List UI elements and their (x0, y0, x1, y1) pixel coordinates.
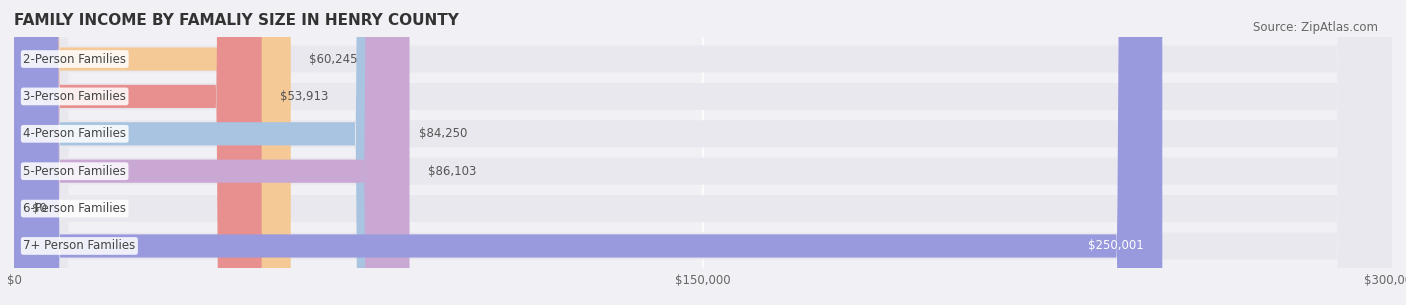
FancyBboxPatch shape (14, 0, 1392, 305)
FancyBboxPatch shape (14, 0, 1392, 305)
Text: $0: $0 (32, 202, 48, 215)
Text: 2-Person Families: 2-Person Families (24, 52, 127, 66)
Text: 4-Person Families: 4-Person Families (24, 127, 127, 140)
Text: $84,250: $84,250 (419, 127, 468, 140)
Text: $250,001: $250,001 (1088, 239, 1144, 253)
Text: Source: ZipAtlas.com: Source: ZipAtlas.com (1253, 21, 1378, 34)
FancyBboxPatch shape (14, 0, 1392, 305)
Text: $60,245: $60,245 (309, 52, 357, 66)
FancyBboxPatch shape (14, 0, 1392, 305)
Text: 6-Person Families: 6-Person Families (24, 202, 127, 215)
FancyBboxPatch shape (14, 0, 1163, 305)
FancyBboxPatch shape (14, 0, 262, 305)
FancyBboxPatch shape (14, 0, 1392, 305)
Text: 3-Person Families: 3-Person Families (24, 90, 127, 103)
Text: $86,103: $86,103 (427, 165, 477, 178)
Text: FAMILY INCOME BY FAMALIY SIZE IN HENRY COUNTY: FAMILY INCOME BY FAMALIY SIZE IN HENRY C… (14, 13, 458, 28)
FancyBboxPatch shape (14, 0, 291, 305)
FancyBboxPatch shape (14, 0, 401, 305)
Text: 7+ Person Families: 7+ Person Families (24, 239, 135, 253)
Text: 5-Person Families: 5-Person Families (24, 165, 127, 178)
Text: $53,913: $53,913 (280, 90, 329, 103)
FancyBboxPatch shape (14, 0, 1392, 305)
FancyBboxPatch shape (14, 0, 409, 305)
